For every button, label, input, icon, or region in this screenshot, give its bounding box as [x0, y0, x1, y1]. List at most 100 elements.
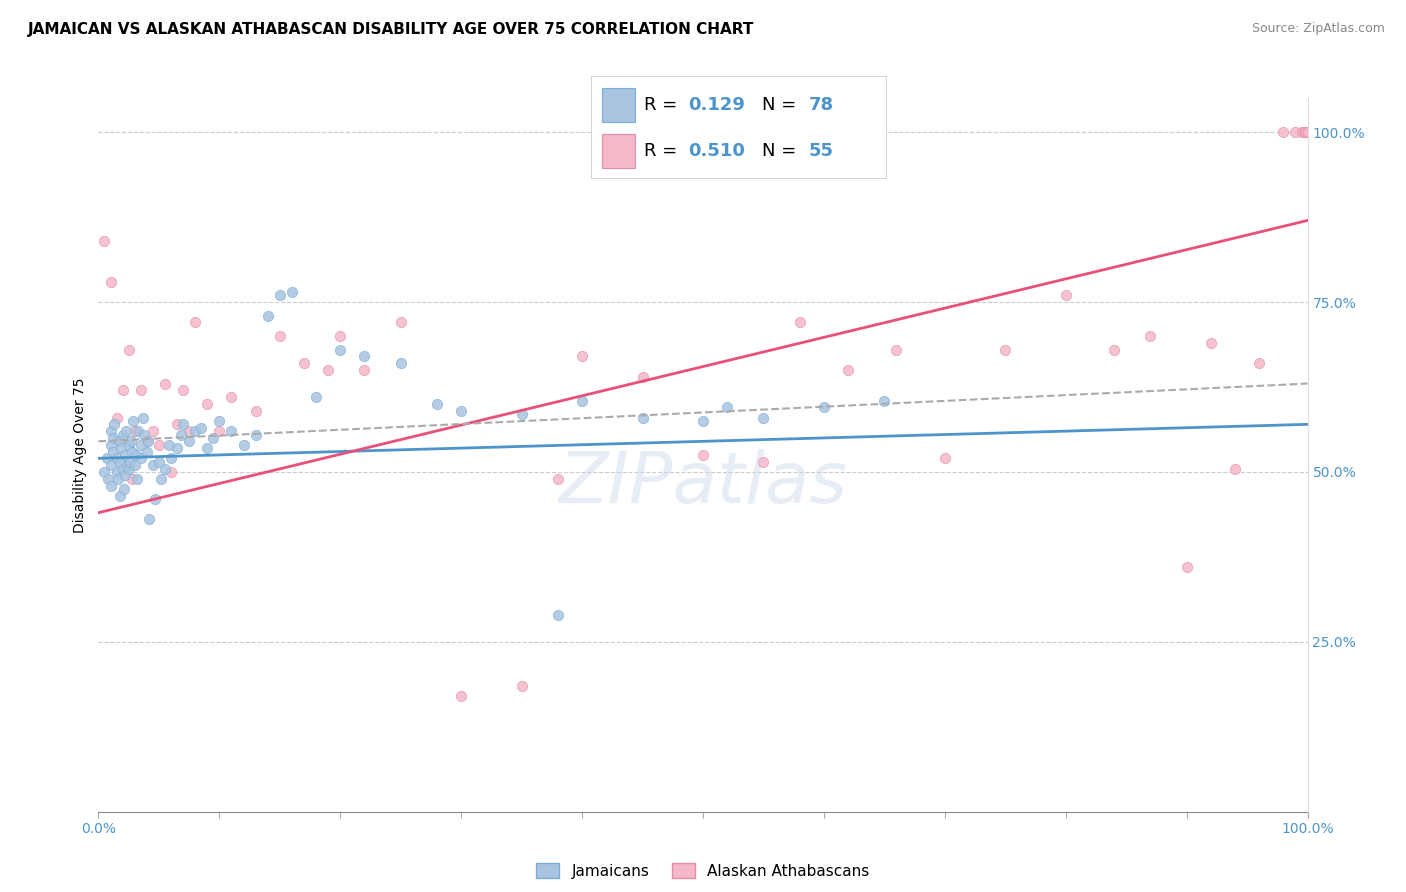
FancyBboxPatch shape — [602, 135, 636, 168]
Point — [129, 384, 152, 398]
Point — [135, 444, 157, 458]
Point — [353, 350, 375, 364]
Point — [125, 448, 148, 462]
Point — [571, 393, 593, 408]
Point — [118, 455, 141, 469]
Point — [101, 431, 124, 445]
Point — [1292, 125, 1315, 139]
Point — [172, 417, 194, 432]
Point — [305, 390, 328, 404]
Point — [208, 414, 231, 428]
Point — [245, 427, 267, 442]
Text: R =: R = — [644, 142, 683, 160]
Point — [716, 401, 738, 415]
Point — [195, 397, 218, 411]
Point — [510, 679, 533, 693]
Point — [160, 465, 183, 479]
Point — [166, 441, 188, 455]
Point — [547, 472, 569, 486]
Y-axis label: Disability Age Over 75: Disability Age Over 75 — [73, 377, 87, 533]
Point — [121, 444, 143, 458]
Point — [329, 343, 352, 357]
Point — [1294, 125, 1316, 139]
Point — [1102, 343, 1125, 357]
Text: 0.510: 0.510 — [688, 142, 745, 160]
Point — [1272, 125, 1295, 139]
Point — [547, 607, 569, 622]
Point — [1296, 125, 1319, 139]
Point — [813, 401, 835, 415]
FancyBboxPatch shape — [602, 88, 636, 122]
Point — [389, 356, 412, 370]
Point — [631, 410, 654, 425]
Point — [124, 458, 146, 472]
Point — [108, 434, 131, 449]
Point — [148, 455, 170, 469]
Point — [571, 350, 593, 364]
Point — [105, 410, 128, 425]
Text: N =: N = — [762, 95, 801, 113]
Point — [127, 424, 149, 438]
Point — [101, 444, 124, 458]
Point — [122, 414, 145, 428]
Point — [1223, 461, 1246, 475]
Point — [195, 441, 218, 455]
Point — [100, 275, 122, 289]
Point — [103, 417, 125, 432]
Point — [100, 458, 122, 472]
Point — [316, 363, 339, 377]
Point — [132, 410, 155, 425]
Point — [110, 441, 132, 455]
Point — [202, 431, 225, 445]
Text: 0.129: 0.129 — [688, 95, 745, 113]
Point — [111, 427, 134, 442]
Point — [172, 384, 194, 398]
Point — [129, 451, 152, 466]
Point — [450, 689, 472, 703]
Point — [93, 465, 115, 479]
Point — [245, 403, 267, 417]
Point — [142, 424, 165, 438]
Point — [100, 438, 122, 452]
Point — [118, 438, 141, 452]
Legend: Jamaicans, Alaskan Athabascans: Jamaicans, Alaskan Athabascans — [529, 855, 877, 886]
Point — [134, 427, 156, 442]
Point — [1284, 125, 1306, 139]
Point — [111, 461, 134, 475]
Point — [118, 343, 141, 357]
Point — [510, 407, 533, 421]
Point — [1291, 125, 1313, 139]
Point — [153, 461, 176, 475]
Point — [96, 451, 118, 466]
Point — [190, 421, 212, 435]
Point — [389, 315, 412, 329]
Point — [169, 427, 191, 442]
Point — [127, 472, 149, 486]
Point — [256, 309, 278, 323]
Point — [135, 434, 157, 449]
Point — [117, 458, 139, 472]
Point — [1054, 288, 1077, 302]
Point — [1175, 560, 1198, 574]
Point — [837, 363, 859, 377]
Point — [1249, 356, 1271, 370]
Point — [157, 438, 180, 452]
Point — [150, 472, 173, 486]
Point — [153, 376, 176, 391]
Point — [221, 390, 243, 404]
Point — [118, 461, 141, 475]
Point — [111, 384, 134, 398]
Point — [121, 472, 143, 486]
Point — [105, 465, 128, 479]
Point — [934, 451, 956, 466]
Point — [221, 424, 243, 438]
Point — [873, 393, 896, 408]
Point — [114, 448, 136, 462]
Point — [1139, 329, 1161, 343]
Text: Source: ZipAtlas.com: Source: ZipAtlas.com — [1251, 22, 1385, 36]
Point — [184, 315, 207, 329]
Text: JAMAICAN VS ALASKAN ATHABASCAN DISABILITY AGE OVER 75 CORRELATION CHART: JAMAICAN VS ALASKAN ATHABASCAN DISABILIT… — [28, 22, 755, 37]
Point — [752, 410, 775, 425]
Point — [160, 451, 183, 466]
Point — [329, 329, 352, 343]
